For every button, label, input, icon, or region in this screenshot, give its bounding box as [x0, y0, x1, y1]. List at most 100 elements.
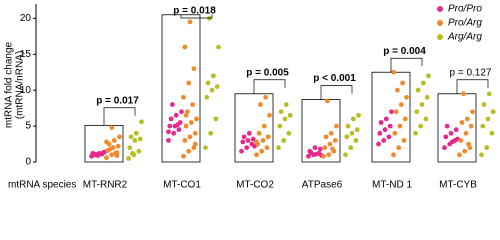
- data-point: [214, 84, 220, 89]
- data-point: [192, 130, 198, 136]
- data-point: [327, 141, 333, 147]
- data-point: [322, 145, 328, 151]
- data-point: [463, 130, 469, 136]
- data-point: [464, 116, 470, 122]
- data-point: [396, 145, 402, 151]
- data-point: [176, 127, 182, 133]
- chart: mtRNA species 0 5 10 15 20 mtRNA fold change(…: [4, 4, 496, 191]
- data-point: [263, 94, 268, 100]
- data-point: [96, 150, 102, 156]
- data-point: [173, 112, 179, 118]
- data-point: [250, 136, 256, 142]
- data-point: [313, 151, 319, 157]
- x-tick-label: MT-CYB: [439, 180, 477, 191]
- data-point: [168, 116, 174, 122]
- data-point: [401, 138, 407, 143]
- data-point: [458, 138, 464, 143]
- data-point: [132, 138, 138, 143]
- data-point: [381, 138, 387, 143]
- p-value: p = 0.005: [246, 67, 289, 78]
- y-tick-label: 0: [25, 157, 31, 168]
- data-point: [216, 44, 221, 50]
- data-point: [343, 152, 348, 158]
- data-point: [349, 130, 355, 136]
- data-point: [186, 80, 192, 86]
- data-point: [283, 102, 289, 107]
- data-point: [323, 134, 329, 140]
- data-point: [468, 123, 474, 129]
- bracket: [456, 79, 489, 94]
- legend-label: Arg/Arg: [447, 32, 482, 43]
- data-point: [414, 109, 420, 115]
- data-point: [415, 87, 421, 93]
- data-point: [453, 127, 459, 133]
- data-point: [479, 152, 484, 158]
- y-axis-label: (mtRNA/nRNA): [15, 51, 26, 119]
- data-point: [240, 139, 246, 145]
- data-point: [391, 69, 396, 75]
- legend-marker: [437, 20, 443, 26]
- data-point: [241, 134, 247, 140]
- data-point: [489, 130, 495, 136]
- data-point: [186, 148, 192, 154]
- p-value: p < 0.001: [313, 73, 356, 84]
- data-point: [204, 94, 210, 100]
- data-point: [181, 94, 186, 100]
- data-point: [136, 148, 142, 154]
- data-point: [461, 91, 466, 97]
- data-point: [490, 109, 496, 115]
- data-point: [259, 148, 265, 154]
- data-point: [391, 152, 396, 158]
- data-point: [481, 102, 487, 107]
- data-point: [183, 112, 189, 118]
- data-point: [181, 153, 186, 159]
- data-point: [114, 153, 120, 158]
- data-point: [171, 130, 177, 136]
- data-point: [325, 98, 330, 104]
- data-point: [334, 123, 339, 129]
- data-point: [444, 123, 450, 129]
- data-point: [442, 145, 447, 151]
- data-point: [418, 123, 424, 129]
- data-point: [166, 129, 171, 135]
- data-point: [348, 145, 354, 151]
- data-point: [203, 145, 208, 151]
- data-point: [286, 130, 292, 136]
- data-point: [423, 116, 429, 122]
- data-point: [115, 143, 121, 149]
- p-value: p = 0.017: [96, 95, 139, 106]
- data-point: [188, 120, 194, 125]
- data-point: [457, 152, 462, 158]
- data-point: [392, 130, 398, 136]
- legend-label: Pro/Arg: [448, 18, 482, 29]
- data-point: [413, 130, 418, 136]
- data-point: [194, 116, 199, 122]
- data-point: [108, 146, 113, 152]
- data-point: [246, 130, 252, 136]
- data-point: [213, 116, 219, 122]
- x-axis-label: mtRNA species: [8, 180, 76, 191]
- data-point: [443, 134, 449, 140]
- data-point: [376, 141, 381, 147]
- data-point: [470, 109, 475, 115]
- data-point: [187, 134, 193, 140]
- data-point: [378, 120, 384, 125]
- data-point: [424, 94, 430, 100]
- data-point: [208, 130, 214, 136]
- data-point: [377, 130, 383, 136]
- data-point: [382, 127, 388, 133]
- data-point: [317, 146, 323, 152]
- data-point: [387, 123, 393, 129]
- data-point: [126, 156, 131, 161]
- data-point: [459, 120, 465, 125]
- data-point: [111, 138, 117, 143]
- legend-marker: [437, 34, 443, 40]
- data-point: [350, 116, 356, 122]
- data-point: [239, 148, 244, 154]
- data-point: [485, 116, 491, 122]
- data-point: [209, 87, 215, 93]
- data-point: [383, 116, 389, 122]
- bracket: [103, 107, 136, 126]
- data-point: [281, 138, 287, 143]
- data-point: [278, 109, 284, 115]
